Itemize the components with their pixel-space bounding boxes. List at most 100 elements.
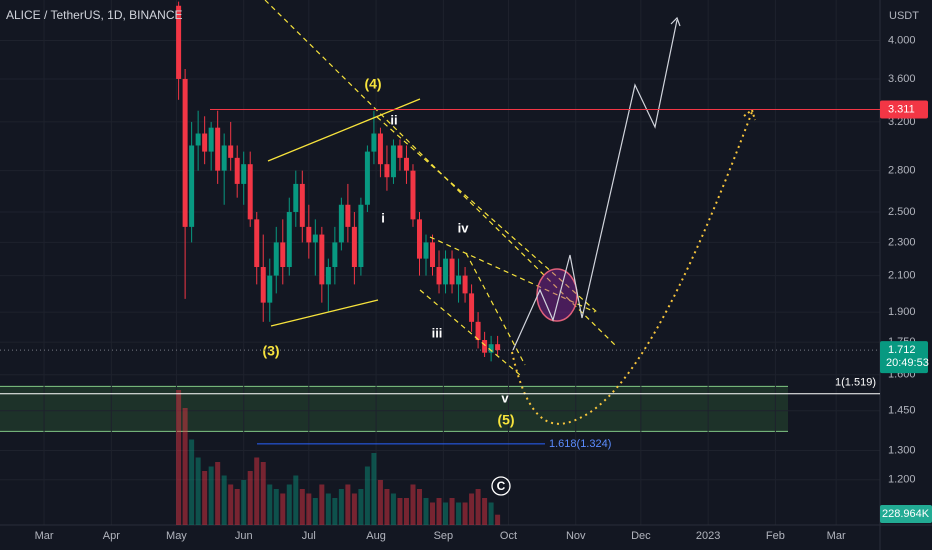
y-tick-label: 2.800 — [888, 165, 916, 177]
x-tick-label: Dec — [631, 530, 651, 542]
wave-label: v — [501, 390, 509, 405]
volume-bar — [462, 502, 468, 525]
volume-bar — [384, 489, 390, 525]
candle-body — [423, 242, 429, 259]
y-tick-label: 4.000 — [888, 34, 916, 46]
volume-bar — [280, 493, 286, 525]
candle-body — [488, 344, 494, 353]
arrow-head — [670, 16, 681, 27]
volume-bar — [241, 480, 247, 525]
candle-body — [273, 242, 279, 276]
volume-bar — [482, 498, 488, 525]
drawings: (4) (3) (5) i ii iii iv v C — [262, 0, 756, 496]
x-tick-label: Apr — [103, 530, 120, 542]
y-tick-label: 3.600 — [888, 73, 916, 85]
candle-body — [267, 275, 273, 303]
price-label: 1.712 — [888, 344, 916, 356]
candle-body — [397, 145, 403, 158]
volume-bar — [312, 498, 318, 525]
volume-tag — [880, 505, 932, 523]
candle-body — [371, 133, 377, 152]
volume-bar — [293, 475, 299, 525]
volume-bar — [254, 457, 260, 525]
candle-body — [319, 234, 325, 285]
volume-bar — [364, 466, 370, 525]
projection-curve — [511, 111, 753, 425]
x-tick-label: Aug — [366, 530, 386, 542]
volume-bar — [215, 462, 221, 525]
volume-bar — [273, 489, 279, 525]
y-tick-label: 3.200 — [888, 116, 916, 128]
fib-label: 1.618(1.324) — [549, 438, 611, 450]
volume-bar — [475, 489, 481, 525]
candle-body — [221, 145, 227, 171]
candle-body — [228, 145, 234, 158]
wave-label: i — [381, 210, 385, 225]
candle-body — [241, 164, 247, 184]
volume-bar — [332, 498, 338, 525]
volume-bar — [423, 498, 429, 525]
volume-bar — [410, 484, 416, 525]
x-tick-label: Feb — [766, 530, 785, 542]
wave-label: (3) — [262, 343, 279, 359]
volume-bar — [286, 484, 292, 525]
projection-path — [512, 19, 678, 351]
candle-body — [351, 226, 357, 268]
candle-body — [345, 204, 351, 227]
candle-body — [384, 164, 390, 178]
candle-body — [293, 183, 299, 212]
y-tick-label: 1.300 — [888, 444, 916, 456]
candle-body — [430, 242, 436, 268]
x-tick-label: Jul — [302, 530, 316, 542]
candle-body — [189, 145, 195, 227]
volume-bar — [377, 480, 383, 525]
candle-body — [390, 145, 396, 178]
y-tick-label: 1.900 — [888, 306, 916, 318]
trend-line — [429, 236, 596, 313]
y-tick-label: 2.100 — [888, 269, 916, 281]
volume-bar — [195, 457, 201, 525]
volume-bar — [260, 462, 266, 525]
wave-label: (5) — [497, 412, 514, 428]
x-tick-label: Jun — [235, 530, 253, 542]
candle-body — [234, 157, 240, 184]
x-tick-label: Nov — [566, 530, 586, 542]
volume-bar — [351, 493, 357, 525]
x-tick-label: May — [166, 530, 187, 542]
candle-body — [195, 133, 201, 146]
volume-bar — [267, 484, 273, 525]
volume-bar — [416, 489, 422, 525]
candle-body — [280, 242, 286, 268]
volume-bar — [228, 484, 234, 525]
candle-body — [332, 242, 338, 268]
wave-label: ii — [390, 112, 397, 127]
candle-body — [436, 267, 442, 285]
fib-label: 1(1.519) — [835, 377, 876, 389]
volume-bar — [234, 489, 240, 525]
candle-body — [443, 258, 449, 285]
candle-body — [456, 275, 462, 285]
trend-line — [419, 289, 521, 376]
chart-title: ALICE / TetherUS, 1D, BINANCE — [6, 8, 183, 22]
volume-bar — [443, 502, 449, 525]
candle-body — [208, 127, 214, 152]
y-tick-label: 2.300 — [888, 236, 916, 248]
y-tick-label: 1.200 — [888, 474, 916, 486]
candle-body — [469, 293, 475, 322]
volume-bar — [325, 493, 331, 525]
wave-label: C — [497, 479, 506, 493]
volume-bar — [202, 471, 208, 525]
volume-bar — [221, 475, 227, 525]
candle-body — [215, 127, 221, 171]
resistance-label: 3.311 — [888, 103, 915, 115]
target-ellipse — [536, 268, 578, 322]
candle-body — [176, 5, 182, 79]
x-tick-label: Mar — [827, 530, 846, 542]
candle-body — [338, 204, 344, 243]
candle-body — [247, 164, 253, 220]
volume-bar — [358, 489, 364, 525]
price-tag — [880, 341, 928, 374]
candle-body — [312, 234, 318, 243]
volume-bar — [208, 466, 214, 525]
